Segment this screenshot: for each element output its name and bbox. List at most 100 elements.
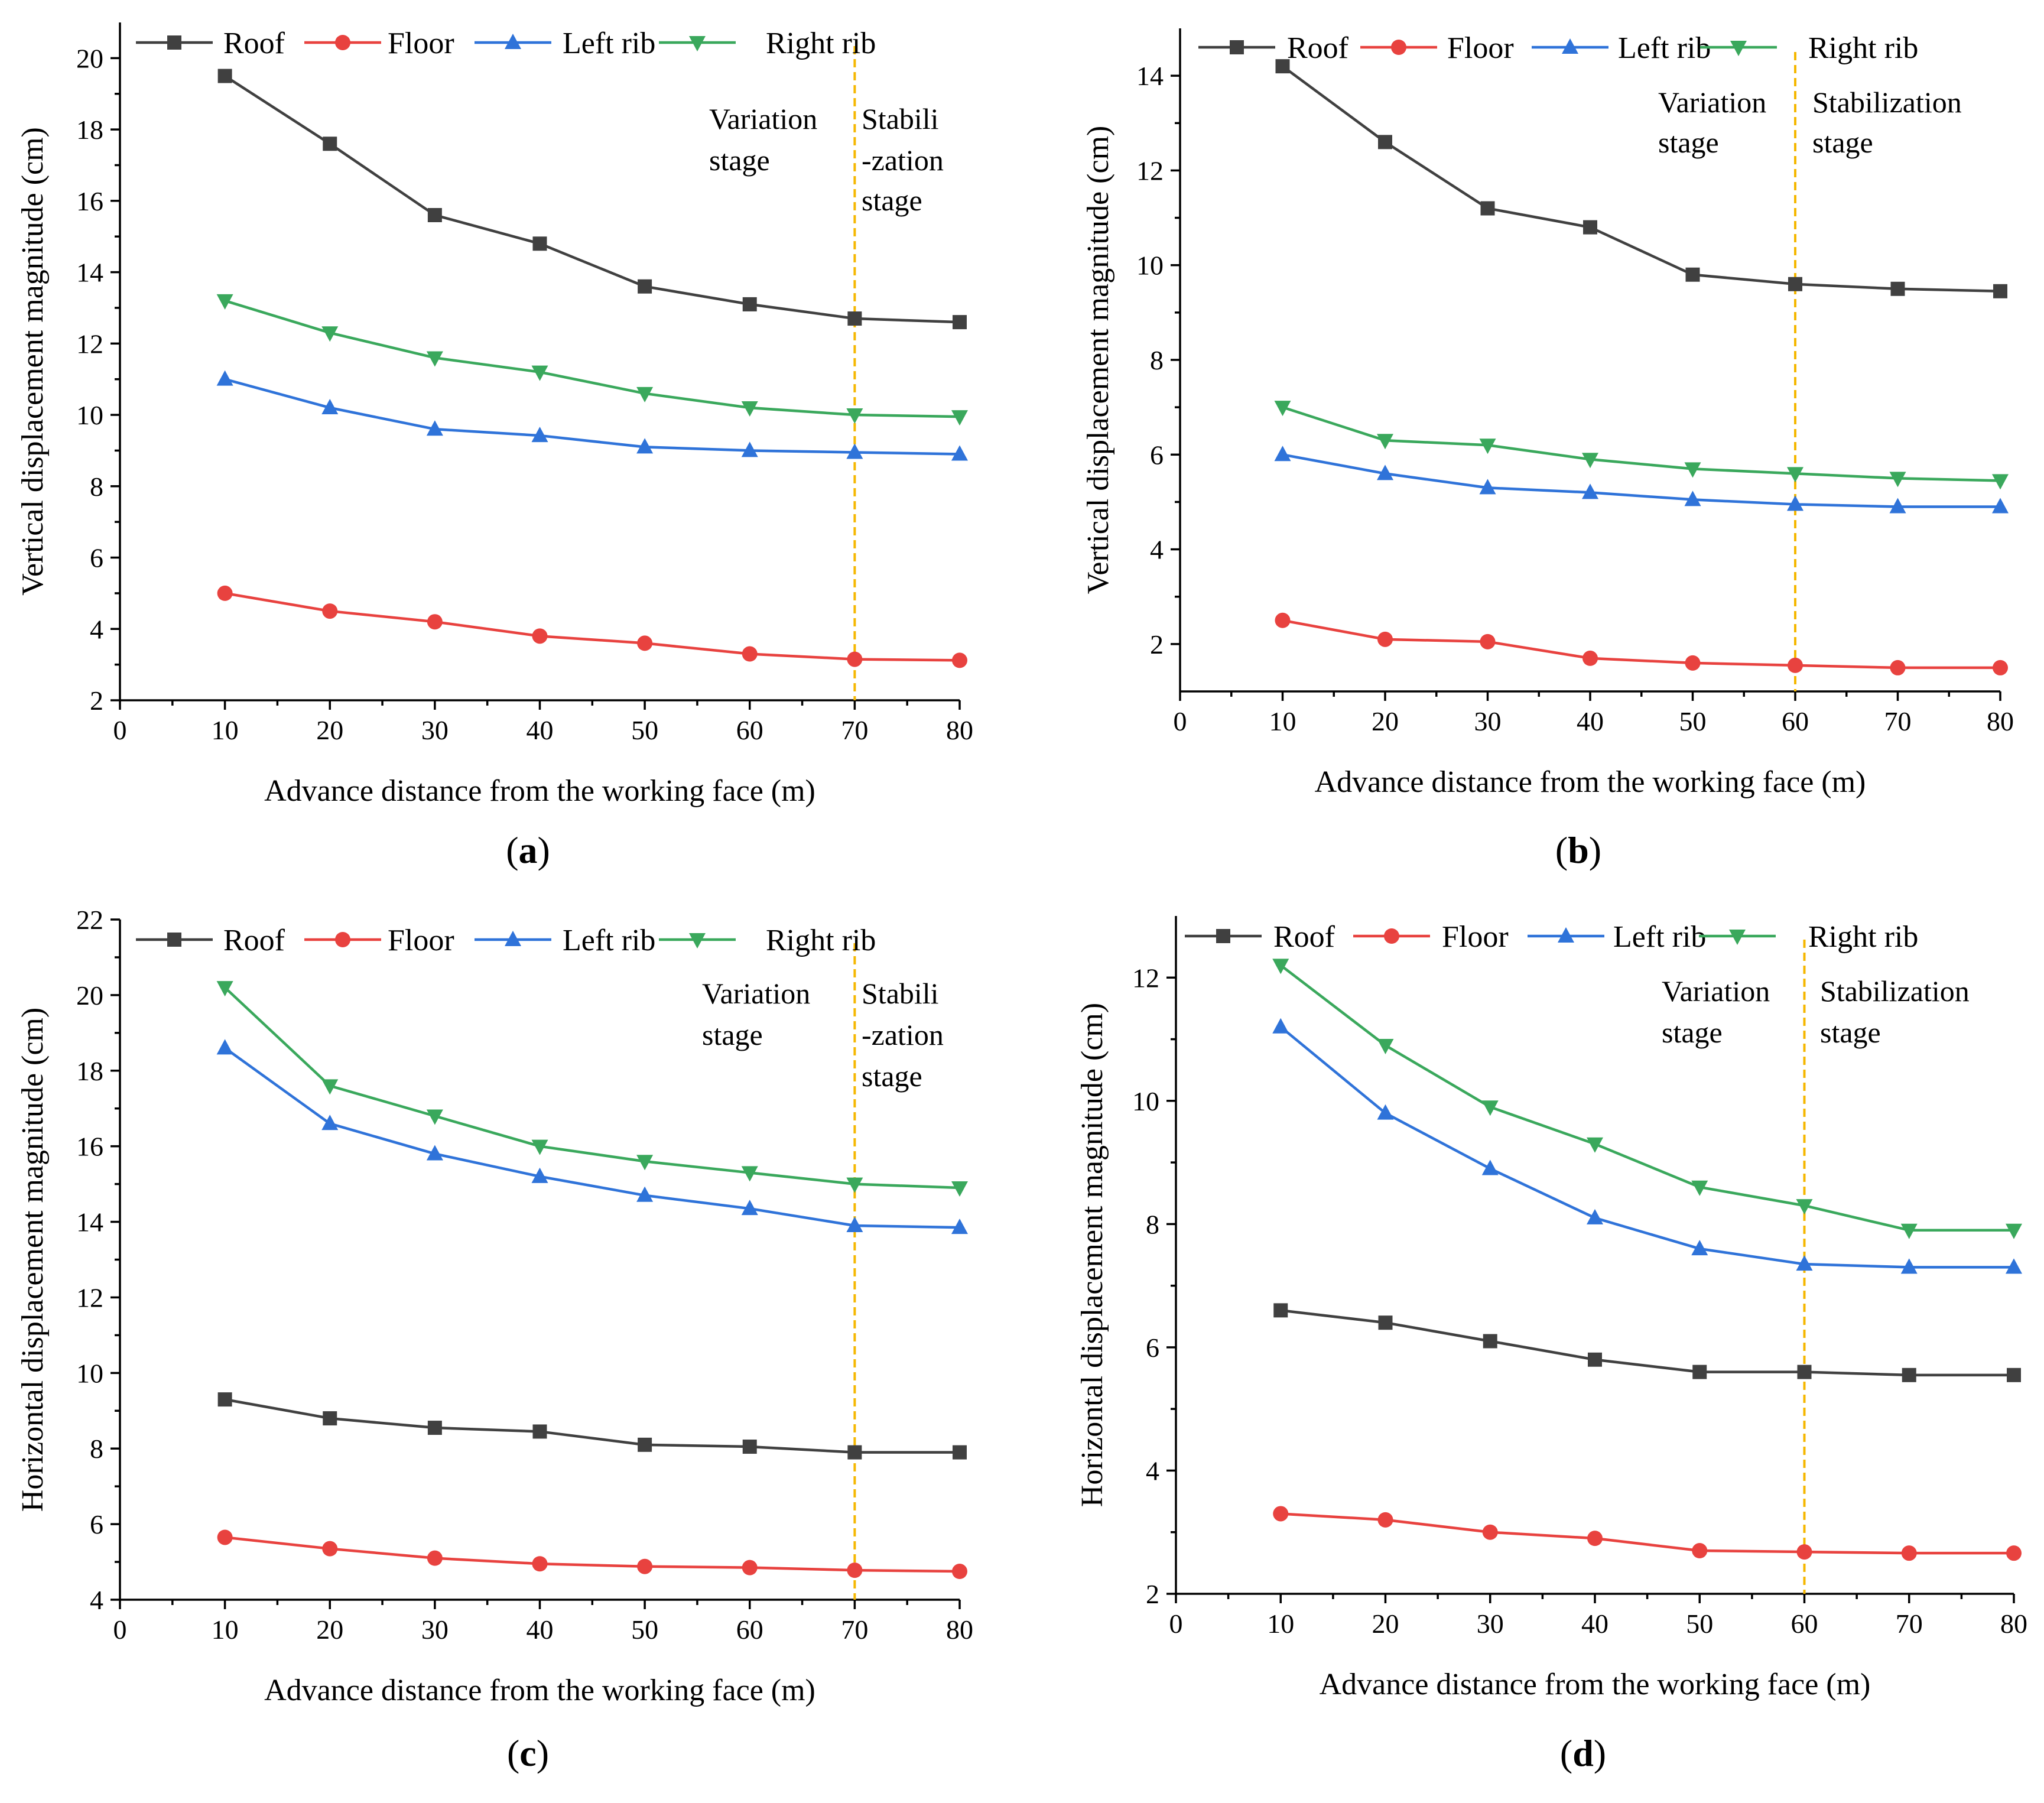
data-point-roof [427,1421,442,1435]
y-tick-label: 8 [90,472,103,502]
data-point-roof [953,1445,967,1460]
series-line-floor [225,592,960,662]
data-point-left-rib [1889,498,1906,514]
data-point-right-rib [531,365,548,381]
data-point-roof [1583,220,1597,235]
data-point-right-rib [846,1177,863,1193]
series-line-left-rib [1282,453,2000,508]
data-point-roof [638,279,652,294]
data-point-left-rib [426,420,443,436]
y-tick-label: 2 [1146,1579,1159,1609]
x-axis-title: Advance distance from the working face (… [264,1674,815,1707]
data-point-floor [952,652,967,668]
data-point-left-rib [846,443,863,459]
data-point-floor [1901,1545,1917,1561]
data-point-right-rib [741,401,758,417]
data-point-left-rib [531,1167,548,1183]
series-line-roof [225,1398,960,1454]
data-point-floor [1275,612,1291,628]
data-point-right-rib [1900,1223,1918,1239]
data-point-right-rib [2006,1223,2022,1239]
x-tick-label: 80 [946,1614,973,1645]
x-tick-label: 0 [113,1614,127,1645]
data-point-floor [1582,650,1598,666]
legend-marker-left-rib [1558,927,1574,943]
data-point-roof [323,137,337,151]
legend-marker-floor [335,932,350,947]
legend-label-floor: Floor [1447,31,1514,65]
data-point-right-rib [216,981,233,997]
x-tick-label: 40 [527,715,554,745]
x-tick-label: 50 [631,1614,658,1645]
data-point-right-rib [1992,474,2009,490]
data-point-right-rib [321,1079,339,1095]
series-line-left-rib [1279,1025,2014,1269]
x-tick-label: 80 [2000,1609,2027,1639]
legend-label-roof: Roof [1287,31,1349,65]
data-point-floor [532,628,548,644]
stabilization-stage-label: Stabilization [1812,86,1962,119]
x-tick-label: 20 [316,1614,343,1645]
x-tick-label: 70 [841,1614,868,1645]
data-point-left-rib [636,438,654,454]
data-point-left-rib [1479,479,1496,495]
y-tick-label: 14 [76,1207,103,1237]
data-point-left-rib [846,1216,863,1232]
legend-label-roof: Roof [223,27,285,60]
x-tick-label: 30 [421,715,449,745]
data-point-left-rib [741,441,758,457]
legend-label-floor: Floor [388,924,454,957]
data-point-floor [1377,631,1393,647]
data-point-roof [847,1445,862,1460]
x-tick-label: 10 [1269,706,1296,736]
data-point-right-rib [1274,401,1291,417]
legend-marker-floor [1391,40,1406,55]
stabilization-stage-label: stage [1812,126,1873,159]
data-point-roof [1275,59,1290,74]
y-tick-label: 16 [76,186,103,216]
y-tick-label: 2 [90,686,103,716]
series-line-right-rib [224,986,960,1190]
legend-marker-right-rib [689,933,706,948]
legend-label-left-rib: Left rib [1618,31,1711,65]
variation-stage-label: stage [1662,1016,1723,1049]
data-point-roof [532,236,547,251]
x-tick-label: 10 [1267,1609,1294,1639]
panel-label: (a) [506,829,550,871]
data-point-right-rib [951,410,968,426]
panel-label: (b) [1555,829,1601,871]
data-point-floor [847,651,863,667]
data-point-floor [217,1529,233,1545]
data-point-roof [1890,281,1905,296]
x-tick-label: 40 [1577,706,1604,736]
data-point-right-rib [216,294,233,310]
series-line-right-rib [1279,964,2014,1232]
data-point-floor [1480,634,1496,649]
legend-marker-left-rib [505,931,521,946]
x-tick-label: 70 [841,715,868,745]
x-tick-label: 0 [1169,1609,1183,1639]
data-point-right-rib [1377,1038,1394,1054]
y-tick-label: 6 [1150,440,1164,470]
y-tick-label: 6 [90,1509,103,1539]
y-tick-label: 22 [76,905,103,935]
legend-label-roof: Roof [1273,920,1335,954]
y-tick-label: 14 [1136,61,1164,91]
data-point-right-rib [1684,462,1701,478]
chart-panel-b: 0 10 20 30 40 50 60 70 80 2 4 6 8 10 12 14 Advance dista… [1081,28,2014,871]
legend-marker-right-rib [1730,41,1747,56]
y-tick-label: 10 [1136,251,1164,281]
x-tick-label: 70 [1884,706,1912,736]
legend-marker-floor [335,35,350,50]
legend-marker-floor [1384,928,1399,944]
data-point-right-rib [846,408,863,424]
series-line-left-rib [224,1047,960,1229]
data-point-roof [1588,1352,1602,1367]
data-point-floor [952,1564,967,1580]
data-point-floor [742,646,758,662]
data-point-floor [1890,660,1906,675]
data-point-roof [532,1424,547,1439]
data-point-floor [532,1556,548,1572]
data-point-left-rib [1787,495,1803,511]
legend-marker-right-rib [689,36,706,51]
